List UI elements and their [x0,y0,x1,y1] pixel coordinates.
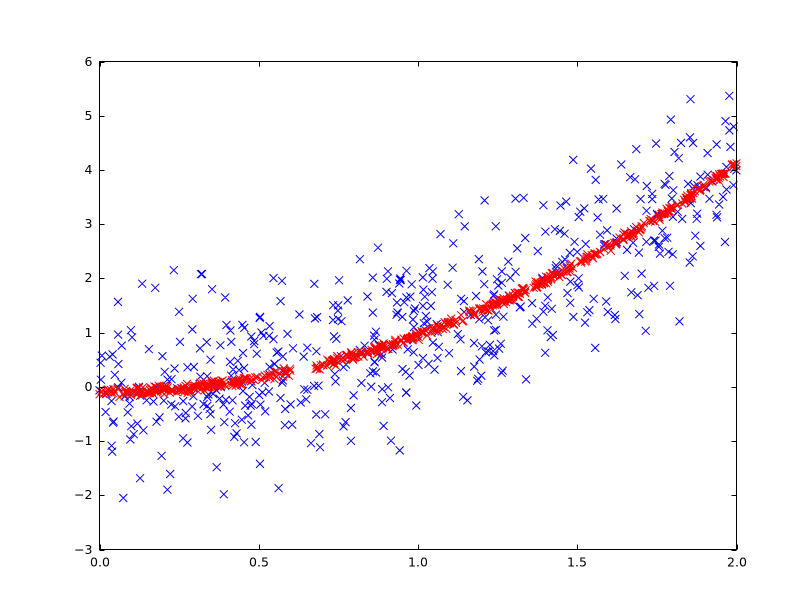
y-tick-label: 1 [85,325,93,340]
y-tick-label: −2 [74,487,92,502]
y-tick-label: 5 [85,108,93,123]
y-tick-label: 6 [85,54,93,69]
x-tick-label: 2.0 [727,555,747,570]
y-tick-label: 2 [85,270,93,285]
series-noisy-samples [95,91,741,503]
series-prediction-curve [95,158,741,402]
y-tick-label: 3 [85,216,93,231]
x-tick-label: 1.0 [408,555,428,570]
x-tick-label: 0.5 [249,555,269,570]
series-layer [95,91,741,503]
axis-ticks [99,61,738,551]
x-tick-label: 0.0 [90,555,110,570]
tick-labels: 0.0 0.5 1.0 1.5 2.0 −3 −2 −1 0 1 2 3 4 5 6 [74,54,747,570]
y-tick-label: 4 [85,162,93,177]
y-tick-label: −1 [74,433,92,448]
x-tick-label: 1.5 [567,555,587,570]
y-tick-label: 0 [85,379,93,394]
y-tick-label: −3 [74,542,92,557]
